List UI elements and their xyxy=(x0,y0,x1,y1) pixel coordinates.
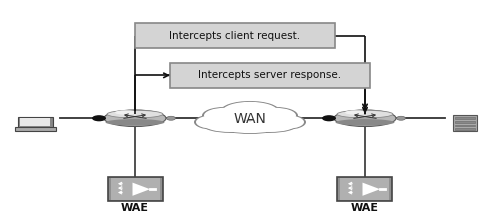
Text: Intercepts client request.: Intercepts client request. xyxy=(170,31,300,41)
Ellipse shape xyxy=(104,110,166,126)
Ellipse shape xyxy=(196,116,229,129)
Circle shape xyxy=(322,115,336,121)
Ellipse shape xyxy=(194,115,231,130)
Ellipse shape xyxy=(205,119,255,132)
Text: Intercepts server response.: Intercepts server response. xyxy=(198,70,342,80)
Ellipse shape xyxy=(334,110,396,126)
Ellipse shape xyxy=(222,102,278,120)
Ellipse shape xyxy=(345,110,366,115)
Ellipse shape xyxy=(243,118,297,133)
FancyBboxPatch shape xyxy=(18,117,52,128)
Ellipse shape xyxy=(222,122,278,133)
FancyBboxPatch shape xyxy=(170,63,370,88)
FancyBboxPatch shape xyxy=(20,118,50,126)
FancyBboxPatch shape xyxy=(455,121,475,123)
Text: WAN: WAN xyxy=(234,112,266,126)
Ellipse shape xyxy=(337,110,393,118)
Text: WAE: WAE xyxy=(121,203,149,213)
Ellipse shape xyxy=(203,118,257,133)
Ellipse shape xyxy=(202,107,248,124)
FancyBboxPatch shape xyxy=(340,178,390,200)
Ellipse shape xyxy=(271,116,304,129)
Ellipse shape xyxy=(269,115,306,130)
FancyBboxPatch shape xyxy=(338,177,392,201)
FancyBboxPatch shape xyxy=(110,178,160,200)
Ellipse shape xyxy=(336,119,394,126)
Ellipse shape xyxy=(115,110,136,115)
Ellipse shape xyxy=(106,119,164,126)
FancyBboxPatch shape xyxy=(455,125,475,126)
Circle shape xyxy=(92,115,106,121)
Ellipse shape xyxy=(254,108,296,123)
Circle shape xyxy=(166,116,175,120)
Text: WAE: WAE xyxy=(351,203,379,213)
FancyBboxPatch shape xyxy=(108,177,162,201)
FancyBboxPatch shape xyxy=(453,115,477,131)
Ellipse shape xyxy=(204,108,246,123)
Ellipse shape xyxy=(245,119,295,132)
Circle shape xyxy=(396,116,406,120)
Polygon shape xyxy=(362,183,380,196)
FancyBboxPatch shape xyxy=(14,127,56,131)
FancyBboxPatch shape xyxy=(455,128,475,130)
Ellipse shape xyxy=(220,101,280,121)
Polygon shape xyxy=(132,183,150,196)
Ellipse shape xyxy=(220,121,280,134)
Ellipse shape xyxy=(252,107,298,124)
FancyBboxPatch shape xyxy=(455,117,475,119)
Ellipse shape xyxy=(107,110,163,118)
FancyBboxPatch shape xyxy=(135,23,335,48)
